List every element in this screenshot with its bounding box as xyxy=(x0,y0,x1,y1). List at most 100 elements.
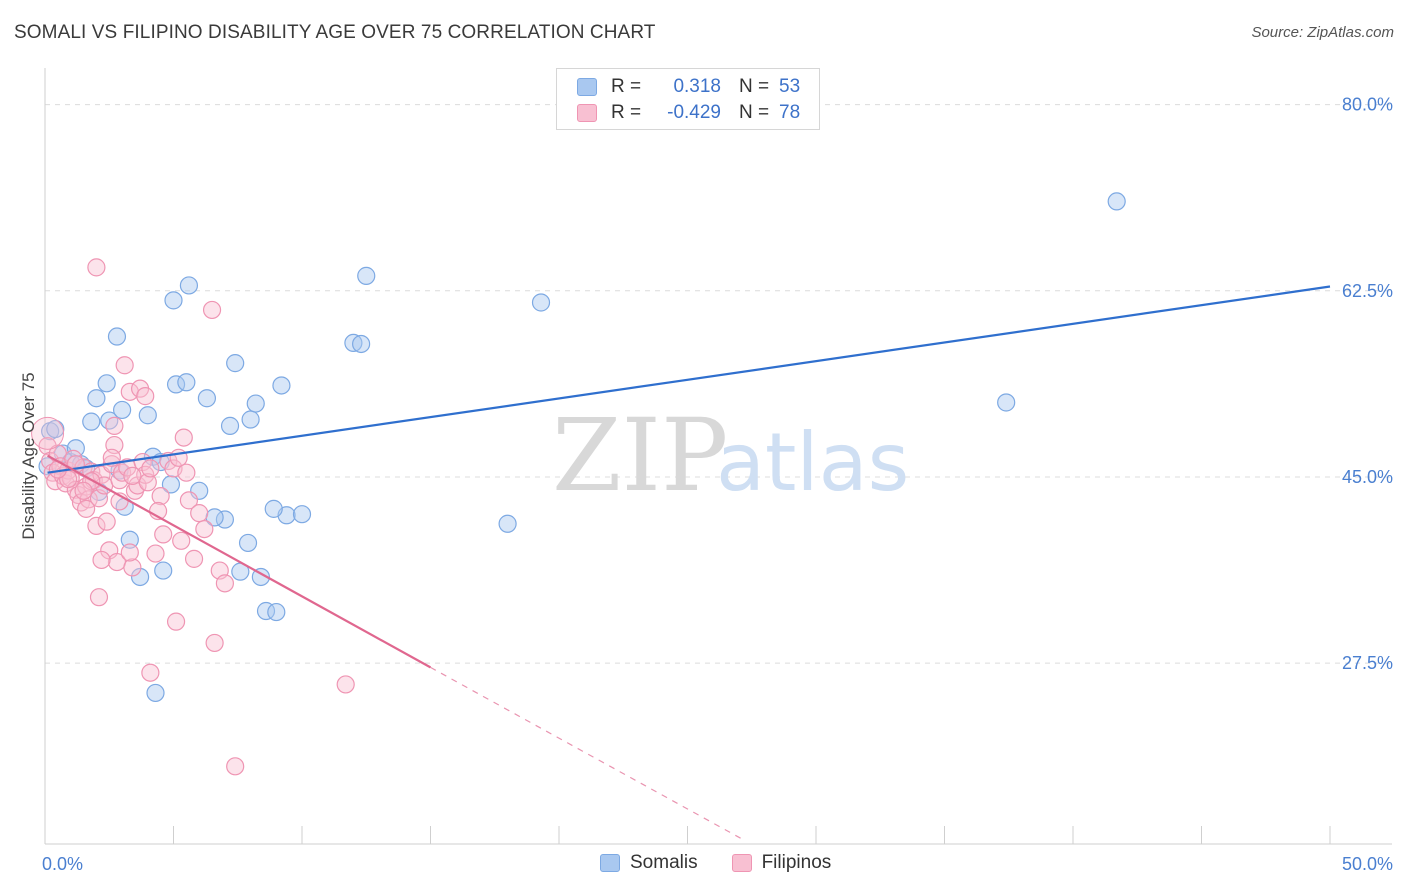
data-point xyxy=(89,588,109,607)
data-point xyxy=(272,376,291,395)
data-point xyxy=(123,558,142,577)
legend-item-filipinos[interactable]: Filipinos xyxy=(731,852,832,874)
data-point xyxy=(130,567,150,587)
series-legend: Somalis Filipinos xyxy=(600,852,865,874)
data-point xyxy=(1107,192,1126,211)
data-point xyxy=(251,567,270,587)
data-point xyxy=(151,487,170,506)
data-point xyxy=(246,394,265,413)
data-point xyxy=(220,416,240,435)
legend-label-filipinos: Filipinos xyxy=(761,852,832,873)
legend-row-somalis: R = 0.318 N = 53 xyxy=(577,75,800,99)
data-point xyxy=(136,387,155,406)
watermark-zip: ZIP xyxy=(552,397,728,514)
data-point xyxy=(238,533,258,553)
data-point xyxy=(357,266,376,285)
watermark-atlas: atlas xyxy=(716,416,909,509)
y-tick-label: 27.5% xyxy=(1342,653,1393,673)
y-axis-label: Disability Age Over 75 xyxy=(19,372,38,539)
data-point xyxy=(77,499,96,518)
axes xyxy=(44,68,1392,845)
correlation-legend: R = 0.318 N = 53 R = -0.429 N = 78 xyxy=(556,68,820,130)
grid-lines xyxy=(45,104,1392,664)
legend-r-value: 0.318 xyxy=(673,76,721,97)
data-point xyxy=(46,419,65,439)
data-point xyxy=(112,463,132,482)
data-point xyxy=(179,491,199,510)
data-point xyxy=(174,428,193,447)
data-point xyxy=(177,463,196,482)
data-point xyxy=(138,406,157,425)
data-point xyxy=(82,412,101,431)
data-point xyxy=(205,633,224,653)
data-point xyxy=(215,574,234,593)
data-point xyxy=(87,258,106,277)
data-point xyxy=(161,475,181,494)
data-point xyxy=(226,757,245,776)
legend-swatch-somalis xyxy=(577,78,597,96)
data-point xyxy=(195,519,214,539)
data-point xyxy=(97,512,116,531)
legend-swatch-filipinos xyxy=(577,104,597,122)
data-point xyxy=(87,516,106,535)
legend-item-somalis[interactable]: Somalis xyxy=(600,852,698,874)
trend-line-extrapolated xyxy=(430,666,742,840)
data-point xyxy=(179,276,199,295)
data-point xyxy=(146,683,165,703)
legend-n-label: N = xyxy=(739,76,770,97)
data-point xyxy=(146,544,165,563)
data-point xyxy=(112,400,132,420)
data-point xyxy=(352,334,371,354)
data-point xyxy=(241,410,260,429)
legend-r-value: -0.429 xyxy=(667,102,721,123)
data-point xyxy=(38,437,57,456)
chart-title: SOMALI VS FILIPINO DISABILITY AGE OVER 7… xyxy=(14,22,656,43)
data-point xyxy=(154,561,173,580)
data-point xyxy=(141,459,160,478)
y-tick-label: 45.0% xyxy=(1342,467,1393,487)
data-point xyxy=(166,612,186,631)
data-point xyxy=(197,389,217,408)
data-point xyxy=(226,354,245,373)
data-point xyxy=(138,473,157,492)
data-point xyxy=(105,416,124,435)
x-tick-label-min: 0.0% xyxy=(42,854,83,874)
data-point xyxy=(531,293,551,312)
legend-n-label: N = xyxy=(739,102,770,123)
data-point xyxy=(498,514,517,533)
x-tick-label-max: 50.0% xyxy=(1342,854,1393,874)
trend-line xyxy=(47,285,1331,474)
data-point xyxy=(267,602,286,622)
tick-labels: 27.5% 45.0% 62.5% 80.0% 0.0% 50.0% xyxy=(42,95,1393,874)
data-point xyxy=(120,530,139,549)
legend-label-somalis: Somalis xyxy=(630,852,698,873)
data-point xyxy=(74,481,93,500)
data-point xyxy=(107,327,127,346)
data-point xyxy=(344,333,363,353)
data-point xyxy=(123,466,142,485)
data-point xyxy=(997,393,1016,412)
data-point xyxy=(120,543,139,562)
legend-n-value: 78 xyxy=(779,102,801,123)
data-point xyxy=(264,499,283,518)
data-point xyxy=(87,389,106,408)
legend-row-filipinos: R = -0.429 N = 78 xyxy=(577,101,800,125)
data-point xyxy=(164,291,183,310)
legend-swatch-somalis xyxy=(600,854,620,872)
data-point xyxy=(172,531,191,550)
data-point-large xyxy=(31,416,65,450)
y-tick-label: 62.5% xyxy=(1342,281,1393,301)
data-point xyxy=(115,356,134,375)
data-point xyxy=(141,663,160,682)
watermark: ZIP atlas xyxy=(552,397,909,514)
data-point xyxy=(184,549,204,568)
data-point xyxy=(154,525,173,544)
legend-n-value: 53 xyxy=(779,76,801,97)
legend-swatch-filipinos xyxy=(731,854,752,872)
data-point xyxy=(336,675,355,694)
data-point xyxy=(292,505,312,524)
trend-line xyxy=(47,454,432,669)
data-point xyxy=(177,373,196,392)
data-point xyxy=(97,374,116,393)
